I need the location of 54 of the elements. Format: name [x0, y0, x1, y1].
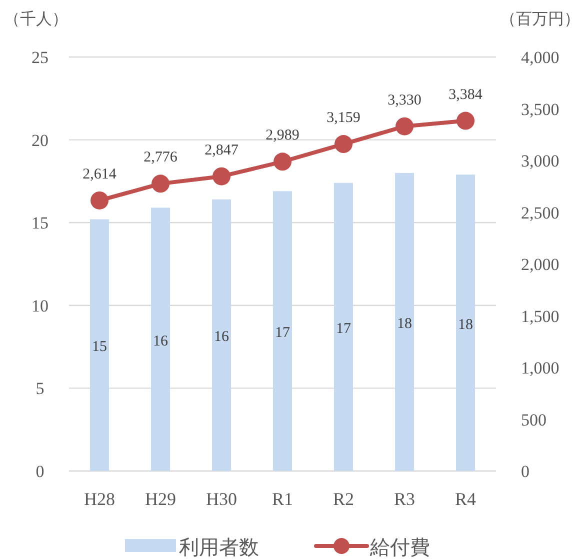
y2-tick-label: 3,000 [521, 152, 560, 170]
point [90, 191, 108, 210]
bar [212, 199, 231, 471]
x-tick-label: H29 [145, 489, 176, 509]
point [396, 117, 414, 136]
legend-label: 利用者数 [179, 537, 259, 559]
y2-tick-label: 3,500 [521, 100, 560, 119]
data-label: 2,989 [266, 128, 300, 144]
y-tick-label: 0 [36, 462, 44, 481]
point [456, 112, 474, 130]
legend-label: 給付費 [369, 537, 430, 559]
x-tick-label: R3 [394, 489, 416, 509]
y2-tick-label: 2,000 [521, 255, 560, 274]
bar [273, 191, 292, 471]
data-label: 17 [275, 325, 290, 342]
x-tick-label: R4 [454, 489, 476, 509]
x-tick-label: R2 [332, 489, 354, 509]
point [152, 174, 170, 193]
y-tick-label: 10 [32, 296, 48, 316]
data-label: 2,614 [82, 166, 117, 182]
y-tick-label: 25 [32, 48, 48, 67]
y2-tick-label: 500 [521, 410, 546, 430]
data-label: 3,159 [326, 110, 360, 126]
y-tick-label: 5 [36, 379, 44, 398]
data-label: 2,847 [204, 142, 239, 158]
y2-axis-title: （百万円） [500, 11, 580, 28]
y-axis-title: （千人） [4, 10, 68, 28]
data-label: 2,776 [144, 150, 178, 166]
bar [395, 172, 414, 471]
bar [151, 208, 170, 471]
data-label: 18 [458, 316, 473, 333]
x-tick-label: H28 [84, 489, 115, 509]
x-tick-label: H30 [206, 489, 237, 509]
y2-tick-label: 4,000 [521, 48, 560, 67]
point [274, 152, 292, 171]
bar [334, 182, 353, 471]
data-label: 3,384 [448, 86, 483, 103]
data-label: 18 [397, 316, 412, 332]
y2-tick-label: 1,500 [521, 306, 560, 326]
data-label: 15 [92, 339, 107, 356]
data-label: 16 [214, 329, 230, 346]
y-tick-label: 15 [32, 214, 48, 233]
y2-tick-label: 2,500 [521, 203, 560, 222]
point [334, 135, 352, 154]
data-label: 17 [336, 320, 352, 337]
bar [90, 219, 109, 471]
y2-tick-label: 0 [521, 462, 530, 481]
bar [456, 174, 475, 471]
y-tick-label: 20 [32, 130, 48, 150]
point [212, 167, 230, 186]
x-tick-label: R1 [272, 489, 294, 509]
data-label: 3,330 [388, 92, 422, 108]
data-label: 16 [153, 333, 168, 350]
y2-tick-label: 1,000 [521, 358, 560, 378]
